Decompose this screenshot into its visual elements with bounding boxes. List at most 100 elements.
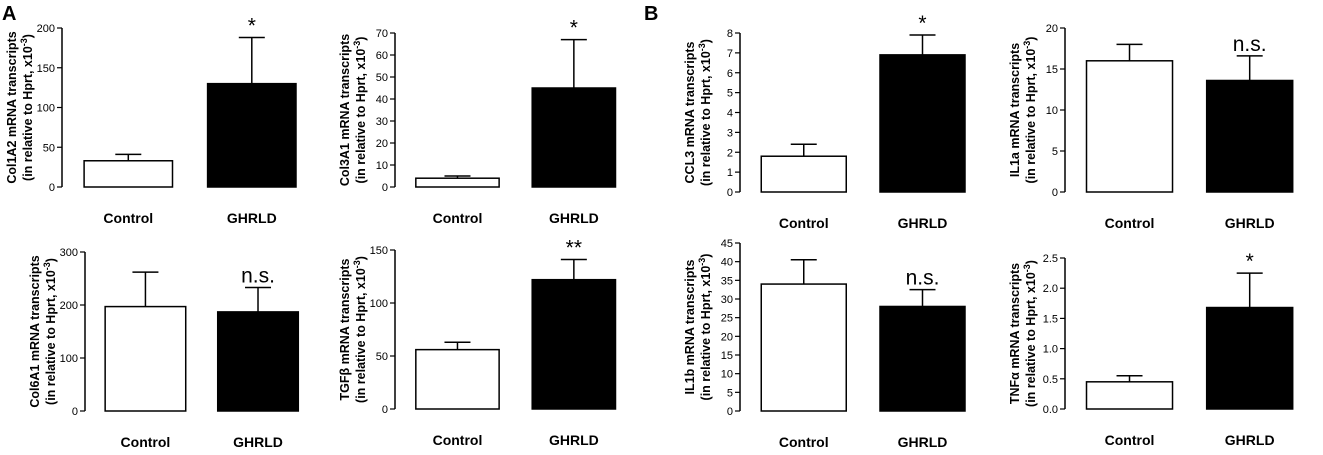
y-tick-label: 15 xyxy=(721,350,733,362)
category-label: GHRLD xyxy=(233,434,283,450)
y-axis-title-close: ) xyxy=(699,254,713,258)
y-tick-label: 100 xyxy=(60,353,78,365)
y-axis-title-exponent: -3 xyxy=(697,43,707,51)
y-tick-label: 10 xyxy=(721,369,733,381)
y-tick-label: 25 xyxy=(721,313,733,325)
y-tick-label: 20 xyxy=(1046,23,1058,35)
chart-4: 0 5 10 15 20 IL1a mRNA transcripts (in relativ… xyxy=(1008,23,1294,231)
y-axis-title-line2: (in relative to Hprt, x10 xyxy=(21,46,35,181)
y-tick-label: 150 xyxy=(37,63,55,75)
y-tick-label: 15 xyxy=(1046,64,1058,76)
y-tick-label: 5 xyxy=(727,387,733,399)
y-axis-title-line2: (in relative to Hprt, x10 xyxy=(1024,272,1038,407)
significance-label: * xyxy=(570,17,578,40)
y-axis-title-close: ) xyxy=(354,37,368,41)
y-tick-label: 0 xyxy=(382,404,388,416)
y-tick-label: 10 xyxy=(1046,105,1058,117)
y-tick-label: 50 xyxy=(376,72,388,84)
y-axis-title-close: ) xyxy=(1024,260,1038,264)
y-axis-title-line1: Col3A1 mRNA transcripts xyxy=(338,34,352,186)
y-axis-title: Col6A1 mRNA transcripts (in relative to H… xyxy=(28,255,58,407)
category-label: GHRLD xyxy=(549,432,599,448)
category-label: GHRLD xyxy=(1225,432,1275,448)
y-tick-label: 40 xyxy=(721,257,733,269)
y-axis-title-exponent: -3 xyxy=(352,260,362,268)
y-axis-title-exponent: -3 xyxy=(1022,41,1032,49)
y-axis-title: IL1b mRNA transcripts (in relative to Hpr… xyxy=(683,254,713,401)
y-axis-title-exponent: -3 xyxy=(697,258,707,266)
y-tick-label: 2.0 xyxy=(1043,283,1058,295)
bar-ghrld xyxy=(206,82,297,188)
category-label: Control xyxy=(779,215,829,231)
y-tick-label: 2.5 xyxy=(1043,253,1058,265)
y-tick-label: 0 xyxy=(727,187,733,199)
y-axis-title: IL1a mRNA transcripts (in relative to Hpr… xyxy=(1008,37,1038,184)
panel-label-b: B xyxy=(644,3,658,25)
bar-control xyxy=(83,160,174,188)
y-axis-title-line1: IL1b mRNA transcripts xyxy=(683,259,697,394)
y-tick-label: 40 xyxy=(376,94,388,106)
y-tick-label: 0 xyxy=(49,182,55,194)
y-axis-title-line1: IL1a mRNA transcripts xyxy=(1008,43,1022,177)
y-tick-label: 50 xyxy=(376,351,388,363)
category-label: Control xyxy=(1105,215,1155,231)
y-tick-label: 30 xyxy=(721,294,733,306)
y-axis-title: Col3A1 mRNA transcripts (in relative to H… xyxy=(338,34,368,186)
y-tick-label: 1.5 xyxy=(1043,313,1058,325)
y-axis-title: Col1A2 mRNA transcripts (in relative to H… xyxy=(5,31,35,183)
y-tick-label: 0 xyxy=(727,406,733,418)
chart-3: 0 1 2 3 4 5 6 7 8 CCL3 mRNA transcripts (in relati… xyxy=(683,12,966,231)
y-tick-label: 7 xyxy=(727,48,733,60)
bar-control xyxy=(415,177,500,188)
y-tick-label: 2 xyxy=(727,147,733,159)
y-tick-label: 0 xyxy=(382,182,388,194)
y-axis-title-close: ) xyxy=(699,39,713,43)
y-axis-title-exponent: -3 xyxy=(1022,264,1032,272)
y-axis-title: TNFα mRNA transcripts (in relative to Hpr… xyxy=(1008,260,1038,407)
category-label: GHRLD xyxy=(1225,215,1275,231)
category-label: Control xyxy=(1105,432,1155,448)
y-tick-label: 10 xyxy=(376,160,388,172)
y-tick-label: 150 xyxy=(370,245,388,257)
y-axis-title-line1: TGFβ mRNA transcripts xyxy=(338,259,352,401)
bar-control xyxy=(1085,60,1174,193)
y-axis-title-close: ) xyxy=(354,256,368,260)
category-label: GHRLD xyxy=(898,434,948,450)
y-axis-title-line1: CCL3 mRNA transcripts xyxy=(683,41,697,183)
bar-control xyxy=(760,283,847,412)
y-tick-label: 3 xyxy=(727,127,733,139)
y-tick-label: 35 xyxy=(721,275,733,287)
y-axis-title: CCL3 mRNA transcripts (in relative to Hpr… xyxy=(683,39,713,186)
significance-label: n.s. xyxy=(241,265,275,288)
y-tick-label: 6 xyxy=(727,68,733,80)
y-axis-title-close: ) xyxy=(44,258,58,262)
y-axis-title-line2: (in relative to Hprt, x10 xyxy=(354,268,368,403)
bar-ghrld xyxy=(531,87,617,188)
y-tick-label: 0.5 xyxy=(1043,374,1058,386)
significance-label: * xyxy=(1246,250,1254,273)
y-tick-label: 5 xyxy=(1052,146,1058,158)
category-label: Control xyxy=(779,434,829,450)
chart-8: 0.0 0.5 1.0 1.5 2.0 2.5 TNFα mRNA transcripts(… xyxy=(1008,250,1294,448)
y-tick-label: 0 xyxy=(72,406,78,418)
y-tick-label: 30 xyxy=(376,116,388,128)
y-axis-title-exponent: -3 xyxy=(42,262,52,270)
y-tick-label: 45 xyxy=(721,238,733,250)
bar-ghrld xyxy=(879,54,966,193)
category-label: Control xyxy=(433,210,483,226)
y-tick-label: 5 xyxy=(727,88,733,100)
y-tick-label: 0 xyxy=(1052,187,1058,199)
y-axis-title-exponent: -3 xyxy=(19,38,29,46)
y-tick-label: 300 xyxy=(60,247,78,259)
y-axis-title-line2: (in relative to Hprt, x10 xyxy=(699,266,713,401)
y-tick-label: 100 xyxy=(37,103,55,115)
bar-control xyxy=(104,305,187,412)
y-axis-title-line2: (in relative to Hprt, x10 xyxy=(699,51,713,186)
y-tick-label: 100 xyxy=(370,298,388,310)
y-axis-title-line2: (in relative to Hprt, x10 xyxy=(1024,49,1038,184)
significance-label: n.s. xyxy=(1233,33,1267,56)
